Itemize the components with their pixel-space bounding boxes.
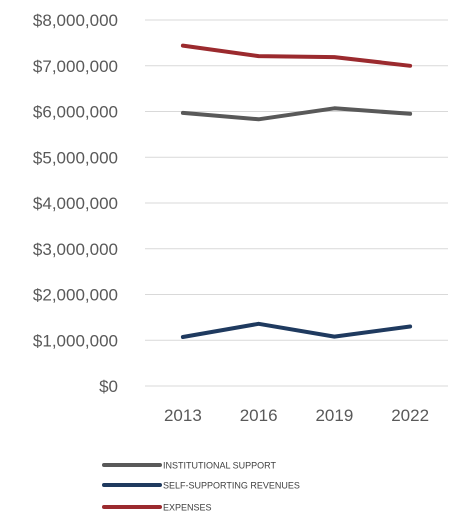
legend: INSTITUTIONAL SUPPORT SELF-SUPPORTING REV… <box>102 461 300 513</box>
x-axis-tick-labels: 2013 2016 2019 2022 <box>164 406 429 425</box>
x-tick-label: 2022 <box>391 406 429 425</box>
y-tick-label: $4,000,000 <box>33 194 118 213</box>
legend-label: EXPENSES <box>163 503 212 513</box>
series-lines <box>180 43 413 339</box>
y-tick-label: $1,000,000 <box>33 331 118 350</box>
series-line-self-supporting-revenues <box>180 321 413 339</box>
legend-label: INSTITUTIONAL SUPPORT <box>163 461 277 471</box>
y-axis-tick-labels: $0 $1,000,000 $2,000,000 $3,000,000 $4,000,0… <box>33 11 118 396</box>
y-tick-label: $8,000,000 <box>33 11 118 30</box>
x-tick-label: 2013 <box>164 406 202 425</box>
y-tick-label: $3,000,000 <box>33 240 118 259</box>
y-tick-label: $7,000,000 <box>33 57 118 76</box>
legend-label: SELF-SUPPORTING REVENUES <box>163 481 300 491</box>
y-tick-label: $6,000,000 <box>33 103 118 122</box>
y-tick-label: $5,000,000 <box>33 148 118 167</box>
gridlines <box>145 19 448 387</box>
x-tick-label: 2016 <box>240 406 278 425</box>
y-tick-label: $0 <box>99 377 118 396</box>
x-tick-label: 2019 <box>315 406 353 425</box>
y-tick-label: $2,000,000 <box>33 286 118 305</box>
series-line-institutional-support <box>180 106 413 122</box>
series-line-expenses <box>180 43 413 68</box>
